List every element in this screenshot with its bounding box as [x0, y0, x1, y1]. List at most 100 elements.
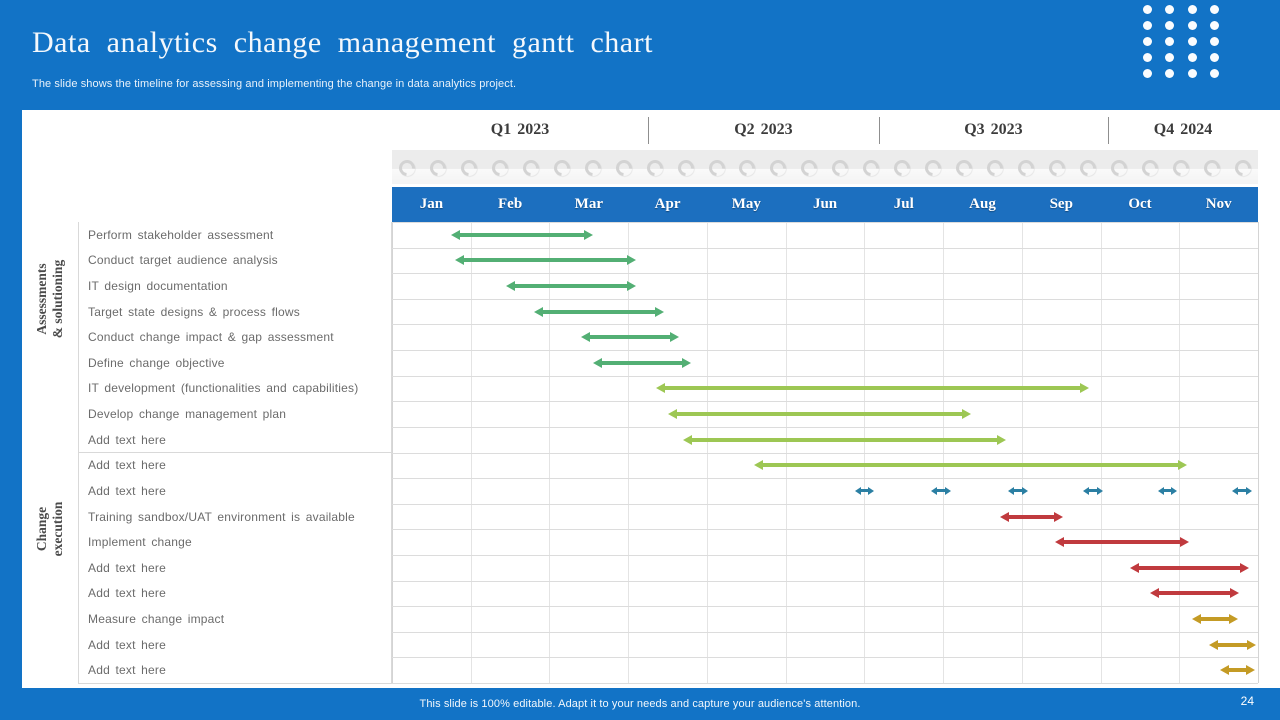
task-group-label: Assessments & solutioning [22, 222, 78, 376]
bar-line [692, 437, 998, 442]
binder-ring [1107, 156, 1131, 180]
gantt-bar [580, 332, 680, 343]
row-gridline [392, 452, 1258, 454]
bar-line [1229, 668, 1246, 673]
dot [1142, 20, 1152, 30]
binder-ring [457, 156, 481, 180]
arrowhead-left-icon [683, 434, 693, 445]
task-label: Target state designs & process flows [78, 298, 392, 326]
task-label: Add text here [78, 631, 392, 659]
row-gridline [392, 222, 1258, 223]
dot [1142, 68, 1152, 78]
gantt-bar [667, 409, 971, 420]
bar-line [1014, 489, 1022, 493]
task-label: Training sandbox/UAT environment is avai… [78, 503, 392, 531]
binder-ring [921, 156, 945, 180]
month-label: Jan [419, 196, 444, 212]
row-gridline [392, 529, 1258, 531]
arrowhead-right-icon [682, 357, 692, 368]
binder-ring [1045, 156, 1069, 180]
month-label: Jul [893, 196, 914, 212]
arrowhead-left-icon [1150, 588, 1160, 599]
row-gridline [392, 324, 1258, 326]
arrowhead-left-icon [1054, 537, 1064, 548]
binder-ring [983, 156, 1007, 180]
quarter-divider [1108, 117, 1109, 144]
gantt-bar [533, 306, 664, 317]
task-label: Define change objective [78, 350, 392, 377]
task-label: Perform stakeholder assessment [78, 222, 392, 249]
binder-ring [890, 156, 914, 180]
arrowhead-left-icon [754, 460, 764, 471]
binder-ring [488, 156, 512, 180]
arrowhead-left-icon [454, 255, 464, 266]
binder-ring-strip [392, 150, 1258, 184]
arrowhead-left-icon [1209, 639, 1219, 650]
month-label: Aug [969, 196, 996, 212]
binder-ring [1169, 156, 1193, 180]
bar-line [460, 232, 584, 237]
task-label: Conduct target audience analysis [78, 247, 392, 275]
dot [1187, 68, 1197, 78]
gantt-bar [683, 434, 1007, 445]
gantt-dash [1008, 486, 1028, 495]
bar-line [463, 258, 628, 263]
dot [1142, 36, 1152, 46]
dot [1187, 52, 1197, 62]
month-label: Sep [1049, 196, 1073, 212]
arrowhead-right-icon [868, 486, 875, 495]
task-label: IT development (functionalities and capa… [78, 375, 392, 403]
arrowhead-left-icon [1232, 486, 1239, 495]
dot [1165, 68, 1175, 78]
title-band: Data analytics change management gantt c… [0, 0, 1280, 110]
arrowhead-right-icon [1245, 665, 1255, 676]
chart-panel: Q1 2023 Q2 2023 Q3 2023 Q4 2024 Jan Feb Mar Ap… [22, 110, 1280, 688]
arrowhead-right-icon [1179, 537, 1189, 548]
decorative-dot-grid [1136, 1, 1226, 81]
arrowhead-right-icon [1239, 562, 1249, 573]
binder-ring [550, 156, 574, 180]
arrowhead-left-icon [1008, 486, 1015, 495]
arrowhead-left-icon [930, 486, 937, 495]
arrowhead-left-icon [533, 306, 543, 317]
task-label: Add text here [78, 657, 392, 684]
arrowhead-right-icon [583, 229, 593, 240]
dot [1142, 4, 1152, 14]
dot [1210, 52, 1220, 62]
arrowhead-right-icon [997, 434, 1007, 445]
binder-ring [1076, 156, 1100, 180]
dot [1165, 20, 1175, 30]
quarter-label: Q1 2023 [490, 121, 550, 138]
bar-line [1163, 489, 1172, 493]
task-label: Measure change impact [78, 606, 392, 633]
binder-ring [860, 156, 883, 180]
month-label: Feb [498, 196, 523, 212]
footer-note: This slide is 100% editable. Adapt it to… [419, 698, 861, 710]
quarter-divider [878, 117, 880, 144]
month-label: May [731, 196, 761, 212]
arrowhead-left-icon [1220, 665, 1230, 676]
task-label: Add text here [78, 478, 392, 505]
binder-ring [395, 156, 419, 180]
task-group-label-text: Change execution [33, 501, 65, 557]
arrowhead-right-icon [1230, 588, 1240, 599]
row-gridline [392, 350, 1258, 352]
gantt-dash [1232, 486, 1253, 495]
quarter-header: Q1 2023 Q2 2023 Q3 2023 Q4 2024 [392, 110, 1258, 150]
row-gridline [392, 683, 1258, 684]
gantt-grid: Perform stakeholder assessment Conduct ta… [22, 222, 1259, 684]
binder-ring [767, 156, 790, 180]
row-gridline [392, 426, 1258, 428]
gantt-bar [1130, 562, 1249, 573]
bar-line [589, 335, 671, 340]
row-gridline [392, 503, 1258, 505]
task-group-label-text: Assessments & solutioning [33, 259, 65, 339]
dot [1187, 36, 1197, 46]
arrowhead-left-icon [667, 409, 677, 420]
bar-line [515, 284, 628, 289]
arrowhead-left-icon [506, 281, 516, 292]
gantt-bar [999, 511, 1063, 522]
month-label: Jun [812, 196, 838, 212]
task-label: Develop change management plan [78, 401, 392, 428]
